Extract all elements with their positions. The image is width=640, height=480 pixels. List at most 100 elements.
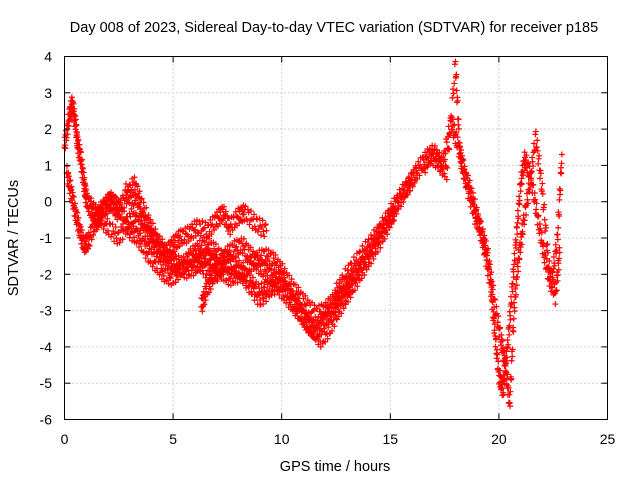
plus-marker — [72, 116, 79, 123]
plus-marker — [201, 301, 208, 308]
plus-marker — [334, 288, 341, 295]
plus-marker — [214, 272, 221, 279]
x-tick-labels: 0 5 10 15 20 25 — [61, 431, 616, 447]
plus-marker — [348, 282, 355, 289]
plus-marker — [222, 208, 229, 215]
data-series — [61, 58, 565, 410]
plus-marker — [259, 217, 266, 224]
plus-marker — [219, 264, 226, 271]
plus-marker — [457, 144, 464, 151]
plus-marker — [458, 165, 465, 172]
plus-marker — [111, 230, 118, 237]
plus-marker — [258, 223, 265, 230]
plus-marker — [532, 128, 539, 135]
y-tick-label: -3 — [40, 303, 53, 319]
plus-marker — [527, 169, 534, 176]
plus-marker — [315, 313, 322, 320]
plus-marker — [106, 220, 113, 227]
plus-marker — [149, 263, 156, 270]
plus-marker — [145, 219, 152, 226]
plus-marker — [235, 269, 242, 276]
plus-marker — [64, 131, 71, 138]
plus-marker — [505, 384, 512, 391]
plus-marker — [497, 373, 504, 380]
plus-marker — [401, 194, 408, 201]
plus-marker — [199, 308, 206, 315]
plus-marker — [128, 225, 135, 232]
plus-marker — [240, 211, 247, 218]
plus-marker — [517, 180, 524, 187]
plus-marker — [69, 199, 76, 206]
plus-marker — [502, 355, 509, 362]
plus-marker — [558, 170, 565, 177]
plus-marker — [228, 271, 235, 278]
plus-marker — [160, 272, 167, 279]
plus-marker — [260, 300, 267, 307]
plus-marker — [352, 280, 359, 287]
plus-marker — [143, 204, 150, 211]
plus-marker — [111, 238, 118, 245]
plus-marker — [394, 192, 401, 199]
plus-marker — [436, 149, 443, 156]
plus-marker — [383, 220, 390, 227]
plus-marker — [249, 274, 256, 281]
plus-marker — [111, 193, 118, 200]
plus-marker — [97, 216, 104, 223]
plus-marker — [384, 231, 391, 238]
plus-marker — [518, 181, 525, 188]
plus-marker — [262, 291, 269, 298]
plus-marker — [263, 298, 270, 305]
plus-marker — [167, 275, 174, 282]
plus-marker — [534, 137, 541, 144]
plus-marker — [492, 343, 499, 350]
plus-marker — [75, 214, 82, 221]
plus-marker — [253, 266, 260, 273]
series-track-g — [419, 112, 563, 410]
plus-marker — [78, 227, 85, 234]
plus-marker — [288, 276, 295, 283]
plus-marker — [389, 213, 396, 220]
plus-marker — [253, 283, 260, 290]
plus-marker — [166, 246, 173, 253]
plus-marker — [128, 205, 135, 212]
plus-marker — [86, 242, 93, 249]
plus-marker — [377, 232, 384, 239]
plus-marker — [523, 152, 530, 159]
plus-marker — [438, 153, 445, 160]
plus-marker — [138, 195, 145, 202]
plus-marker — [75, 136, 82, 143]
plus-marker — [242, 203, 249, 210]
plus-marker — [260, 228, 267, 235]
plus-marker — [118, 204, 125, 211]
plus-marker — [452, 58, 459, 65]
plus-marker — [431, 142, 438, 149]
plus-marker — [169, 262, 176, 269]
plus-marker — [359, 242, 366, 249]
plus-marker — [513, 282, 520, 289]
plus-marker — [451, 80, 458, 87]
plus-marker — [463, 175, 470, 182]
plus-marker — [554, 231, 561, 238]
plus-marker — [530, 163, 537, 170]
y-tick-label: 2 — [44, 121, 52, 137]
plus-marker — [324, 313, 331, 320]
y-tick-label: -2 — [40, 266, 53, 282]
plus-marker — [427, 160, 434, 167]
plus-marker — [558, 160, 565, 167]
plus-marker — [538, 229, 545, 236]
plus-marker — [176, 266, 183, 273]
y-tick-label: 1 — [44, 157, 52, 173]
plus-marker — [556, 213, 563, 220]
plus-marker — [386, 217, 393, 224]
plus-marker — [191, 262, 198, 269]
plus-marker — [136, 188, 143, 195]
plus-marker — [441, 170, 448, 177]
plus-marker — [444, 145, 451, 152]
y-axis-label: SDTVAR / TECUs — [6, 180, 22, 296]
plus-marker — [255, 291, 262, 298]
plus-marker — [517, 188, 524, 195]
plus-marker — [208, 231, 215, 238]
plus-marker — [286, 290, 293, 297]
plus-marker — [270, 269, 277, 276]
plus-marker — [372, 240, 379, 247]
